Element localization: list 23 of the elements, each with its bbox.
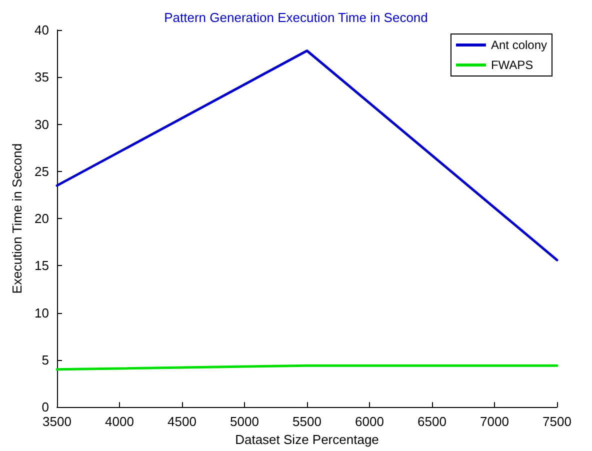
x-tick-label: 7000 (480, 414, 509, 430)
y-tick-label: 15 (34, 258, 49, 274)
x-tick-label: 4500 (168, 414, 196, 430)
y-tick-label: 35 (34, 70, 49, 85)
x-tick-label: 5500 (292, 414, 322, 430)
x-tick-label: 6000 (355, 414, 384, 430)
x-tick-label: 4000 (105, 414, 134, 430)
x-tick-label: 6500 (418, 414, 446, 430)
legend-label: Ant colony (490, 38, 548, 52)
y-tick-label: 30 (34, 116, 49, 132)
y-axis-title: Execution Time in Second (10, 143, 25, 294)
x-tick-label: 7500 (542, 414, 572, 430)
y-tick-label: 40 (34, 22, 49, 38)
y-tick-label: 25 (34, 164, 49, 179)
x-axis-title: Dataset Size Percentage (235, 432, 379, 447)
x-tick-label: 3500 (42, 414, 72, 430)
y-tick-label: 5 (42, 352, 49, 368)
x-tick-label: 5000 (230, 414, 259, 430)
y-tick-label: 20 (34, 211, 49, 226)
legend-label: FWAPS (490, 58, 534, 72)
y-tick-label: 10 (34, 305, 49, 320)
y-tick-label: 0 (42, 400, 49, 415)
chart-title: Pattern Generation Execution Time in Second (164, 10, 428, 25)
